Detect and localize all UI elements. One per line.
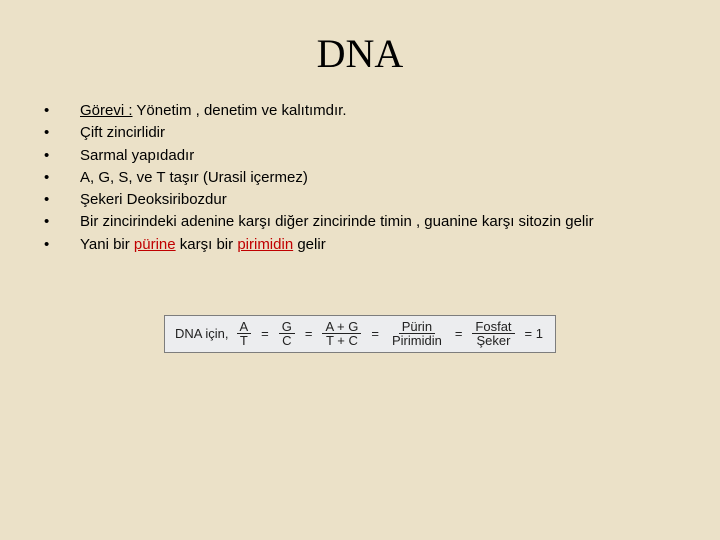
bullet-dot: • (40, 190, 80, 210)
list-item: • Yani bir pürine karşı bir pirimidin ge… (40, 235, 680, 255)
bullet-dot: • (40, 235, 80, 255)
highlight-text: pirimidin (237, 236, 293, 253)
list-item: • Görevi : Yönetim , denetim ve kalıtımd… (40, 101, 680, 121)
formula-tail: = 1 (523, 326, 545, 341)
fraction: Pürin Pirimidin (389, 320, 445, 348)
list-item: • A, G, S, ve T taşır (Urasil içermez) (40, 168, 680, 188)
slide: DNA • Görevi : Yönetim , denetim ve kalı… (0, 0, 720, 540)
fraction: Fosfat Şeker (472, 320, 514, 348)
underline-text: Görevi : (80, 102, 133, 119)
list-item-text: Sarmal yapıdadır (80, 146, 680, 166)
equals-sign: = (453, 326, 465, 341)
list-item-text: Çift zincirlidir (80, 123, 680, 143)
list-item-text: Bir zincirindeki adenine karşı diğer zin… (80, 212, 680, 232)
formula-label: DNA için, (175, 326, 228, 341)
list-item: • Bir zincirindeki adenine karşı diğer z… (40, 212, 680, 232)
formula-container: DNA için, A T = G C = A + G T + C = Püri… (40, 315, 680, 353)
bullet-dot: • (40, 123, 80, 143)
list-item: • Çift zincirlidir (40, 123, 680, 143)
page-title: DNA (40, 30, 680, 77)
formula-box: DNA için, A T = G C = A + G T + C = Püri… (164, 315, 556, 353)
list-item-text: Şekeri Deoksiribozdur (80, 190, 680, 210)
fraction: G C (279, 320, 295, 348)
highlight-text: pürine (134, 236, 176, 253)
bullet-dot: • (40, 146, 80, 166)
bullet-dot: • (40, 101, 80, 121)
bullet-dot: • (40, 168, 80, 188)
list-item-text: A, G, S, ve T taşır (Urasil içermez) (80, 168, 680, 188)
bullet-dot: • (40, 212, 80, 232)
list-item-text: Yani bir pürine karşı bir pirimidin geli… (80, 235, 680, 255)
equals-sign: = (369, 326, 381, 341)
list-item-text: Görevi : Yönetim , denetim ve kalıtımdır… (80, 101, 680, 121)
list-item: • Sarmal yapıdadır (40, 146, 680, 166)
fraction: A T (237, 320, 252, 348)
list-item: • Şekeri Deoksiribozdur (40, 190, 680, 210)
bullet-list: • Görevi : Yönetim , denetim ve kalıtımd… (40, 101, 680, 255)
equals-sign: = (259, 326, 271, 341)
equals-sign: = (303, 326, 315, 341)
fraction: A + G T + C (322, 320, 361, 348)
